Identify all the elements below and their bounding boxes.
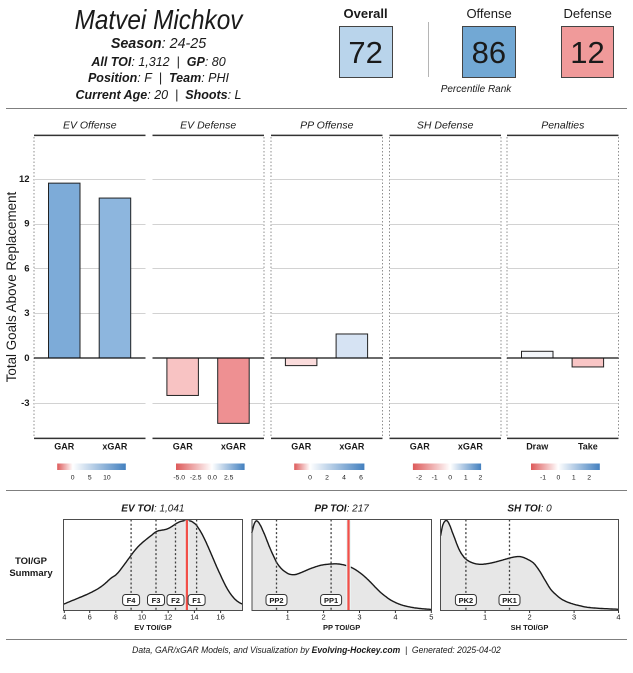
svg-text:10: 10 bbox=[103, 475, 111, 482]
svg-text:F3: F3 bbox=[152, 596, 161, 605]
svg-text:xGAR: xGAR bbox=[339, 442, 365, 452]
svg-text:xGAR: xGAR bbox=[221, 442, 247, 452]
svg-text:PP TOI: 217: PP TOI: 217 bbox=[314, 504, 369, 515]
svg-text:Penalties: Penalties bbox=[541, 120, 585, 132]
svg-text:2: 2 bbox=[528, 613, 532, 622]
svg-text:12: 12 bbox=[164, 613, 172, 622]
svg-text:10: 10 bbox=[138, 613, 146, 622]
svg-text:12: 12 bbox=[19, 174, 30, 185]
svg-text:4: 4 bbox=[616, 613, 620, 622]
svg-text:0.0: 0.0 bbox=[207, 475, 217, 482]
svg-text:Draw: Draw bbox=[526, 442, 549, 452]
svg-text:0: 0 bbox=[71, 475, 75, 482]
svg-text:6: 6 bbox=[359, 475, 363, 482]
svg-text:16: 16 bbox=[216, 613, 224, 622]
svg-text:Take: Take bbox=[578, 442, 598, 452]
svg-text:6: 6 bbox=[24, 264, 29, 275]
svg-text:1: 1 bbox=[286, 613, 290, 622]
svg-text:0: 0 bbox=[448, 475, 452, 482]
svg-text:-5.0: -5.0 bbox=[173, 475, 185, 482]
svg-text:xGAR: xGAR bbox=[102, 442, 128, 452]
svg-text:-2: -2 bbox=[416, 475, 422, 482]
svg-text:1: 1 bbox=[483, 613, 487, 622]
svg-text:PP2: PP2 bbox=[269, 596, 283, 605]
svg-text:GAR: GAR bbox=[54, 442, 75, 452]
svg-text:Summary: Summary bbox=[9, 568, 53, 579]
svg-text:4: 4 bbox=[342, 475, 346, 482]
svg-text:GAR: GAR bbox=[291, 442, 312, 452]
svg-text:0: 0 bbox=[557, 475, 561, 482]
svg-text:14: 14 bbox=[190, 613, 198, 622]
svg-text:9: 9 bbox=[24, 219, 29, 230]
svg-text:2: 2 bbox=[322, 613, 326, 622]
svg-text:GAR: GAR bbox=[410, 442, 431, 452]
svg-text:SH TOI: 0: SH TOI: 0 bbox=[507, 504, 552, 515]
svg-text:5: 5 bbox=[429, 613, 433, 622]
svg-text:SH Defense: SH Defense bbox=[417, 120, 474, 132]
svg-text:4: 4 bbox=[393, 613, 397, 622]
svg-text:PK2: PK2 bbox=[459, 596, 474, 605]
svg-text:TOI/GP: TOI/GP bbox=[15, 556, 48, 567]
svg-text:6: 6 bbox=[88, 613, 92, 622]
svg-text:PP TOI/GP: PP TOI/GP bbox=[323, 623, 360, 632]
svg-text:EV TOI/GP: EV TOI/GP bbox=[134, 623, 171, 632]
svg-text:1: 1 bbox=[464, 475, 468, 482]
svg-text:3: 3 bbox=[24, 308, 29, 319]
svg-text:-3: -3 bbox=[21, 398, 29, 409]
svg-text:0: 0 bbox=[24, 353, 29, 364]
svg-text:1: 1 bbox=[572, 475, 576, 482]
svg-text:F4: F4 bbox=[127, 596, 137, 605]
svg-text:2: 2 bbox=[479, 475, 483, 482]
svg-text:2.5: 2.5 bbox=[224, 475, 234, 482]
svg-text:0: 0 bbox=[308, 475, 312, 482]
svg-text:SH TOI/GP: SH TOI/GP bbox=[511, 623, 549, 632]
svg-text:5: 5 bbox=[88, 475, 92, 482]
svg-text:2: 2 bbox=[587, 475, 591, 482]
svg-text:Total Goals Above Replacement: Total Goals Above Replacement bbox=[4, 191, 19, 382]
svg-text:2: 2 bbox=[325, 475, 329, 482]
svg-text:PP1: PP1 bbox=[324, 596, 338, 605]
svg-text:PK1: PK1 bbox=[502, 596, 517, 605]
svg-text:3: 3 bbox=[572, 613, 576, 622]
svg-text:3: 3 bbox=[357, 613, 361, 622]
svg-text:xGAR: xGAR bbox=[458, 442, 484, 452]
svg-text:EV Offense: EV Offense bbox=[63, 120, 117, 132]
svg-text:PP Offense: PP Offense bbox=[300, 120, 353, 132]
svg-text:-1: -1 bbox=[432, 475, 438, 482]
svg-text:EV Defense: EV Defense bbox=[180, 120, 236, 132]
svg-text:-2.5: -2.5 bbox=[190, 475, 202, 482]
svg-text:GAR: GAR bbox=[173, 442, 194, 452]
svg-text:EV TOI: 1,041: EV TOI: 1,041 bbox=[121, 504, 184, 515]
svg-text:F1: F1 bbox=[192, 596, 201, 605]
svg-text:F2: F2 bbox=[171, 596, 180, 605]
svg-text:4: 4 bbox=[62, 613, 66, 622]
svg-text:-1: -1 bbox=[540, 475, 546, 482]
svg-text:8: 8 bbox=[114, 613, 118, 622]
